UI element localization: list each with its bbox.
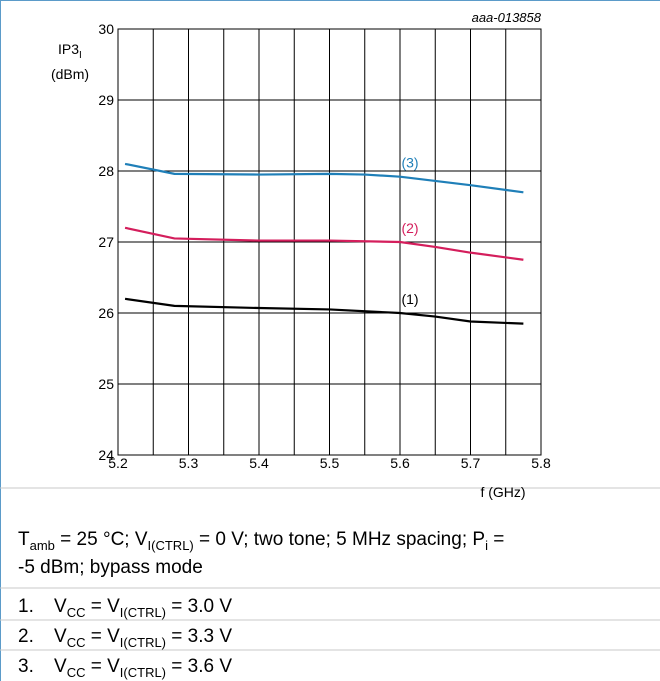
- subscript: I(CTRL): [120, 635, 166, 650]
- subscript: I(CTRL): [148, 538, 194, 553]
- y-tick-label: 28: [98, 163, 114, 179]
- subscript: CC: [67, 605, 86, 620]
- y-tick-label: 26: [98, 305, 114, 321]
- y-axis-unit: (dBm): [51, 66, 89, 82]
- x-axis-label: f (GHz): [480, 484, 525, 500]
- x-tick-label: 5.5: [320, 455, 340, 471]
- series-label: (2): [401, 220, 418, 236]
- text-run: = V: [85, 656, 120, 677]
- y-tick-label: 25: [98, 376, 114, 392]
- text-run: = 3.3 V: [166, 626, 232, 647]
- x-tick-label: 5.7: [461, 455, 481, 471]
- y-axis-label: IP3I: [58, 41, 82, 61]
- x-tick-label: 5.3: [179, 455, 199, 471]
- caption-line: VCC = VI(CTRL) = 3.6 V: [54, 656, 232, 680]
- subscript: CC: [67, 635, 86, 650]
- text-run: = V: [85, 596, 120, 617]
- y-tick-label: 27: [98, 234, 114, 250]
- text-run: IP3: [58, 41, 79, 57]
- x-tick-label: 5.2: [108, 455, 128, 471]
- series-line: [124, 297, 524, 325]
- text-run: T: [18, 529, 30, 550]
- y-tick-label: 30: [98, 21, 114, 37]
- text-run: V: [54, 626, 67, 647]
- subscript: I: [79, 50, 82, 61]
- plot-frame: [117, 28, 542, 456]
- x-tick-label: 5.6: [390, 455, 410, 471]
- subscript: I(CTRL): [120, 665, 166, 680]
- text-run: = V: [85, 626, 120, 647]
- caption-line: VCC = VI(CTRL) = 3.3 V: [54, 626, 232, 650]
- series-line: [124, 226, 524, 261]
- text-run: =: [488, 529, 504, 550]
- text-run: = 3.0 V: [166, 596, 232, 617]
- text-run: V: [54, 656, 67, 677]
- series-label: (1): [401, 291, 418, 307]
- subscript: I(CTRL): [120, 605, 166, 620]
- subscript: amb: [30, 538, 55, 553]
- list-number: 3.: [18, 656, 34, 677]
- series-label: (3): [401, 155, 418, 171]
- list-number: 1.: [18, 596, 34, 617]
- y-tick-label: 29: [98, 92, 114, 108]
- text-run: -5 dBm; bypass mode: [18, 557, 203, 578]
- caption-line: Tamb = 25 °C; VI(CTRL) = 0 V; two tone; …: [18, 529, 504, 553]
- series-line: [124, 162, 524, 194]
- caption-line: -5 dBm; bypass mode: [18, 557, 203, 578]
- text-run: V: [54, 596, 67, 617]
- subscript: i: [485, 538, 488, 553]
- list-number: 2.: [18, 626, 34, 647]
- text-run: = 0 V; two tone; 5 MHz spacing; P: [194, 529, 485, 550]
- figure-id: aaa-013858: [472, 10, 542, 25]
- x-tick-label: 5.8: [531, 455, 551, 471]
- subscript: CC: [67, 665, 86, 680]
- caption-line: VCC = VI(CTRL) = 3.0 V: [54, 596, 232, 620]
- y-tick-label: 24: [98, 447, 114, 463]
- x-tick-label: 5.4: [249, 455, 269, 471]
- text-run: = 3.6 V: [166, 656, 232, 677]
- text-run: = 25 °C; V: [55, 529, 148, 550]
